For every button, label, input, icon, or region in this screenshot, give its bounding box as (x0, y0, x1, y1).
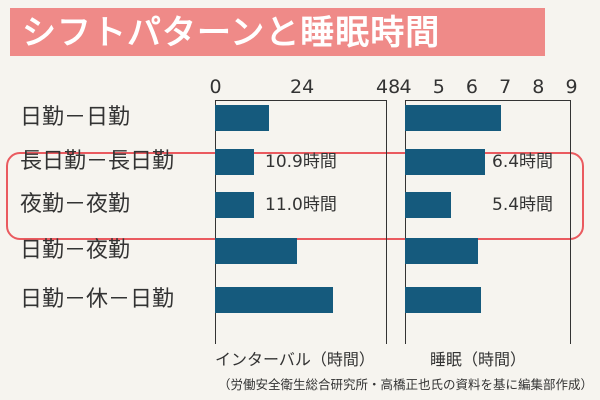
bar (405, 149, 485, 175)
bar (405, 238, 479, 264)
tick-label: 6 (465, 76, 478, 98)
tick-label: 4 (399, 76, 412, 98)
source-note: （労働安全衛生総合研究所・高橋正也氏の資料を基に編集部作成） (218, 377, 594, 392)
tick-label: 0 (209, 76, 222, 98)
bar (215, 105, 269, 131)
sleep-axis-title: 睡眠（時間） (430, 350, 527, 369)
category-label: 夜勤－夜勤 (20, 192, 131, 217)
bar (215, 287, 334, 313)
bar (215, 192, 255, 218)
tick-label: 7 (499, 76, 512, 98)
data-label: 5.4時間 (492, 195, 554, 215)
data-label: 6.4時間 (492, 152, 554, 172)
data-label: 10.9時間 (265, 152, 337, 172)
category-label: 日勤－夜勤 (20, 238, 131, 263)
page-title: シフトパターンと睡眠時間 (22, 13, 441, 53)
tick-label: 8 (532, 76, 545, 98)
tick-label: 24 (290, 76, 315, 98)
bar (215, 149, 255, 175)
data-label: 11.0時間 (265, 195, 337, 215)
tick-label: 5 (432, 76, 445, 98)
interval-axis-title: インターバル（時間） (215, 350, 375, 369)
bar (405, 192, 452, 218)
category-label: 日勤－日勤 (20, 105, 131, 130)
title-banner (10, 8, 545, 56)
bar (405, 105, 502, 131)
tick-label: 48 (376, 76, 401, 98)
bar (215, 238, 298, 264)
plot-frame (405, 100, 571, 344)
category-label: 長日勤－長日勤 (20, 149, 175, 174)
bar (405, 287, 482, 313)
plot-frame (215, 100, 387, 344)
category-label: 日勤－休－日勤 (20, 287, 175, 312)
tick-label: 9 (565, 76, 578, 98)
